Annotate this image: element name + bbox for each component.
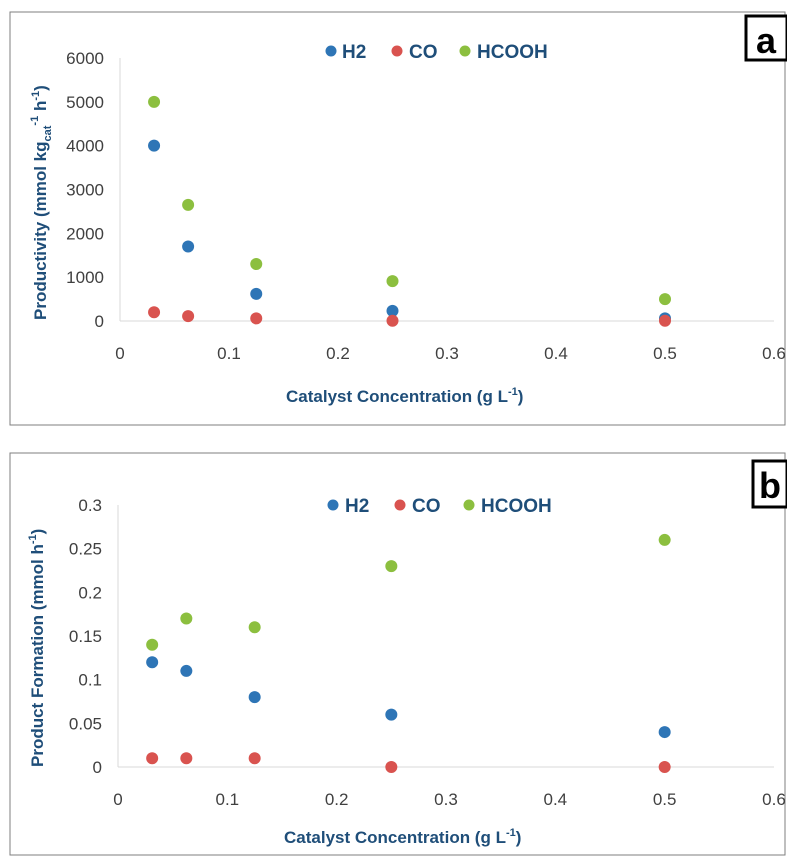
data-point-h2: [248, 691, 261, 704]
data-point-hcooh: [659, 293, 671, 306]
panel-a-x-ticks: 0 0.1 0.2 0.3 0.4 0.5 0.6: [115, 344, 786, 363]
y-tick-label: 0: [93, 758, 102, 777]
panel-b-y-axis-title: Product Formation (mmol h-1): [27, 529, 47, 767]
data-point-co: [385, 761, 398, 773]
data-point-hcooh: [180, 612, 193, 625]
data-point-hcooh: [148, 95, 161, 108]
y-tick-label: 1000: [66, 268, 104, 287]
legend-marker-hcooh: [463, 499, 475, 511]
y-tick-label: 2000: [66, 224, 104, 243]
y-tick-label: 0.25: [69, 540, 102, 559]
panel-a-y-ticks: 0 1000 2000 3000 4000 5000 6000: [66, 49, 104, 331]
data-point-hcooh: [385, 560, 398, 573]
data-point-hcooh: [386, 275, 399, 288]
panel-a-legend: H2 CO HCOOH: [325, 42, 548, 63]
y-tick-label: 0.15: [69, 627, 102, 646]
legend-marker-co: [394, 499, 406, 511]
x-tick-label: 0.4: [544, 344, 568, 363]
x-tick-label: 0.5: [653, 344, 677, 363]
legend-marker-co: [391, 45, 403, 57]
panel-a-label-box: [744, 14, 787, 62]
chart-panel-a: a H2 CO HCOOH 0100020003000400050006000 …: [9, 11, 787, 426]
y-tick-label: 3000: [66, 181, 104, 200]
y-tick-label: 0.05: [69, 714, 102, 733]
data-point-co: [180, 752, 193, 765]
data-point-co: [386, 314, 399, 327]
panel-b-frame: [9, 452, 786, 856]
panel-b-label: b: [759, 465, 781, 506]
x-tick-label: 0: [113, 790, 122, 809]
data-point-co: [146, 752, 159, 765]
data-point-hcooh: [182, 198, 195, 211]
data-point-co: [248, 752, 261, 765]
data-point-h2: [148, 139, 161, 152]
x-tick-label: 0.2: [325, 790, 349, 809]
data-point-h2: [658, 726, 671, 739]
panel-a-y-axis-title: Productivity (mmol kgcat-1 h-1): [29, 85, 54, 320]
y-tick-label: 4000: [66, 137, 104, 156]
panel-b-legend: H2 CO HCOOH: [327, 496, 552, 517]
data-point-co: [658, 761, 671, 773]
x-tick-label: 0.5: [653, 790, 677, 809]
data-point-co: [148, 306, 161, 319]
x-tick-label: 0.6: [762, 344, 786, 363]
data-point-h2: [250, 287, 263, 300]
panel-b-label-box: [751, 459, 787, 509]
panel-a-points: [148, 95, 671, 327]
panel-b-points: [146, 533, 671, 773]
x-tick-label: 0.2: [326, 344, 350, 363]
data-point-h2: [182, 240, 195, 253]
data-point-h2: [180, 664, 193, 677]
x-tick-label: 0.4: [544, 790, 568, 809]
panel-a-frame: [9, 11, 786, 426]
legend-marker-h2: [325, 45, 337, 57]
data-point-co: [182, 310, 195, 323]
data-point-h2: [146, 656, 159, 669]
x-tick-label: 0.3: [435, 344, 459, 363]
y-tick-label: 0: [95, 312, 104, 331]
data-point-hcooh: [146, 638, 159, 651]
panel-b-y-ticks: 0 0.05 0.1 0.15 0.2 0.25 0.3: [69, 496, 102, 777]
x-tick-label: 0.1: [217, 344, 241, 363]
data-point-hcooh: [248, 621, 261, 634]
y-tick-label: 0.2: [78, 583, 102, 602]
x-tick-label: 0: [115, 344, 124, 363]
legend-marker-h2: [327, 499, 339, 511]
panel-a-label: a: [756, 20, 777, 61]
y-tick-label: 0.3: [78, 496, 102, 515]
legend-marker-hcooh: [459, 45, 471, 57]
legend-label-co: CO: [412, 496, 441, 517]
panel-a-x-axis-title: Catalyst Concentration (g L-1): [286, 386, 523, 406]
data-point-co: [659, 314, 671, 327]
legend-label-hcooh: HCOOH: [481, 496, 552, 517]
y-tick-label: 5000: [66, 93, 104, 112]
legend-label-h2: H2: [342, 42, 366, 63]
y-tick-label: 6000: [66, 49, 104, 68]
legend-label-hcooh: HCOOH: [477, 42, 548, 63]
data-point-co: [250, 312, 263, 325]
x-tick-label: 0.1: [216, 790, 240, 809]
data-point-h2: [386, 304, 399, 317]
panel-b-x-ticks: 0 0.1 0.2 0.3 0.4 0.5 0.6: [113, 790, 786, 809]
y-tick-label: 0.1: [78, 671, 102, 690]
legend-label-co: CO: [409, 42, 438, 63]
data-point-hcooh: [250, 258, 263, 271]
x-tick-label: 0.6: [762, 790, 786, 809]
data-point-hcooh: [658, 533, 671, 546]
legend-label-h2: H2: [345, 496, 369, 517]
panel-b-x-axis-title: Catalyst Concentration (g L-1): [284, 827, 521, 847]
data-point-h2: [385, 708, 398, 721]
x-tick-label: 0.3: [434, 790, 458, 809]
chart-panel-b: b H2 CO HCOOH 0 0.05 0.1 0.15 0.2 0.25 0.3 0 0.…: [9, 452, 787, 856]
